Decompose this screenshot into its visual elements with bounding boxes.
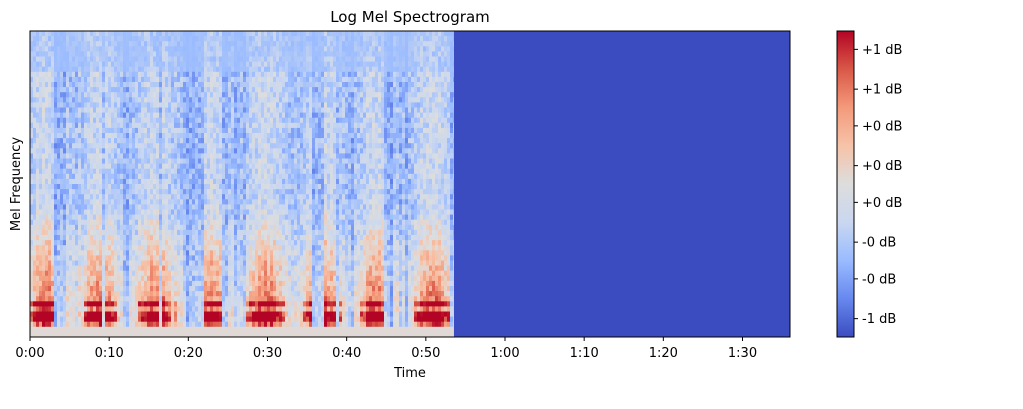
- colorbar-tick-label: -0 dB: [862, 236, 896, 251]
- x-tick-label: 0:10: [95, 346, 124, 361]
- x-tick-label: 0:40: [332, 346, 361, 361]
- colorbar: +1 dB +1 dB +0 dB +0 dB +0 dB -0 dB -0 dB -1 dB: [836, 30, 902, 338]
- x-tick-label: 1:10: [570, 346, 599, 361]
- x-tick-label: 1:20: [649, 346, 678, 361]
- x-tick-label: 0:00: [15, 346, 44, 361]
- colorbar-tick-label: +1 dB: [862, 43, 902, 58]
- colorbar-tick-label: +1 dB: [862, 83, 902, 98]
- x-tick-label: 0:20: [174, 346, 203, 361]
- colorbar-gradient: [836, 30, 855, 338]
- chart-title: Log Mel Spectrogram: [330, 8, 490, 26]
- x-axis: 0:00 0:10 0:20 0:30 0:40 0:50 1:00 1:10 1:20 1:30: [15, 337, 757, 361]
- x-tick-label: 1:00: [490, 346, 519, 361]
- x-tick-label: 0:50: [411, 346, 440, 361]
- colorbar-tick-label: +0 dB: [862, 119, 902, 134]
- x-axis-label: Time: [393, 366, 426, 381]
- colorbar-tick-label: -0 dB: [862, 272, 896, 287]
- colorbar-tick-label: -1 dB: [862, 312, 896, 327]
- colorbar-tick-label: +0 dB: [862, 159, 902, 174]
- x-tick-label: 1:30: [728, 346, 757, 361]
- plot-area: [30, 31, 790, 337]
- colorbar-tick-label: +0 dB: [862, 196, 902, 211]
- y-axis-label: Mel Frequency: [9, 137, 24, 231]
- x-tick-label: 0:30: [253, 346, 282, 361]
- colorbar-ticks: +1 dB +1 dB +0 dB +0 dB +0 dB -0 dB -0 dB -1 dB: [854, 43, 902, 327]
- spectrogram-cells: [30, 31, 454, 337]
- plot-frame: [29, 30, 791, 338]
